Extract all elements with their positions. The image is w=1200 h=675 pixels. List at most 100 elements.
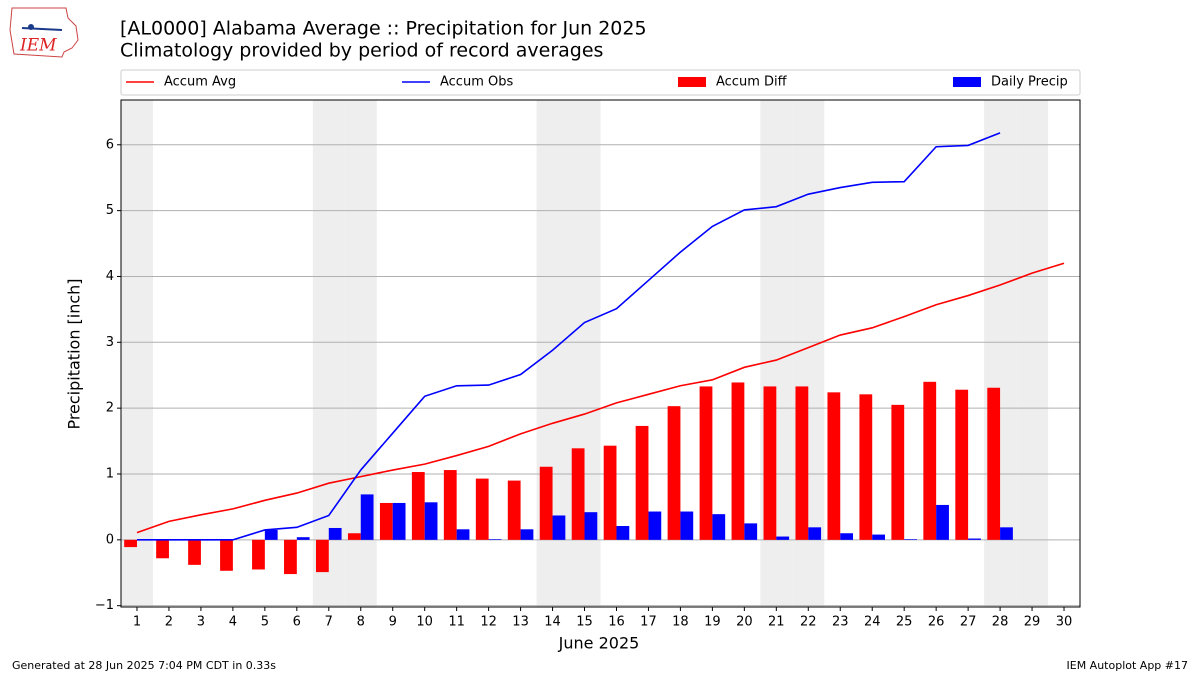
bar (936, 504, 949, 540)
logo: IEM (9, 7, 79, 58)
bar (635, 425, 649, 540)
bar (264, 529, 278, 540)
x-tick-label: 24 (864, 615, 881, 630)
bar (872, 534, 886, 540)
footer-right: IEM Autoplot App #17 (1067, 659, 1189, 672)
bar (827, 392, 841, 540)
bar (220, 539, 233, 571)
bar (699, 386, 713, 540)
bar (840, 533, 854, 540)
y-tick-label: −1 (95, 598, 114, 613)
bar (584, 512, 598, 540)
y-axis-label: Precipitation [inch] (65, 278, 84, 429)
bar (776, 536, 790, 540)
bar (379, 502, 393, 540)
bar (392, 502, 406, 540)
bar (680, 511, 694, 540)
plot-frame (120, 99, 1081, 608)
legend-swatch (953, 77, 981, 87)
weekend-shade (121, 100, 153, 607)
x-tick-label: 20 (736, 615, 753, 630)
x-tick-label: 19 (704, 615, 721, 630)
legend-label: Daily Precip (991, 75, 1068, 90)
x-tick-label: 10 (416, 615, 433, 630)
bar (507, 480, 521, 540)
bar (955, 389, 969, 540)
bar (731, 382, 745, 540)
x-tick-label: 14 (544, 615, 561, 630)
x-tick-label: 5 (261, 615, 269, 630)
y-tick-label: 2 (106, 401, 114, 416)
bar (667, 406, 681, 540)
bar (456, 529, 470, 540)
bar (328, 527, 342, 540)
legend-label: Accum Avg (164, 75, 236, 90)
bar (571, 448, 585, 540)
x-tick-label: 22 (800, 615, 817, 630)
bar (904, 539, 917, 540)
x-tick-label: 25 (896, 615, 913, 630)
bar (552, 515, 566, 540)
bar (648, 511, 662, 540)
x-tick-label: 8 (357, 615, 365, 630)
y-tick-label: 3 (106, 335, 114, 350)
x-tick-label: 29 (1024, 615, 1041, 630)
x-axis-label: June 2025 (558, 634, 640, 653)
x-tick-label: 26 (928, 615, 945, 630)
bar (360, 494, 374, 540)
x-tick-label: 2 (165, 615, 173, 630)
x-tick-label: 16 (608, 615, 625, 630)
x-tick-label: 21 (768, 615, 785, 630)
bar (744, 523, 758, 540)
bar (712, 514, 726, 540)
bar (252, 539, 265, 570)
x-tick-label: 17 (640, 615, 657, 630)
x-tick-label: 18 (672, 615, 689, 630)
bar (315, 539, 329, 573)
x-tick-label: 1 (133, 615, 141, 630)
bar (284, 539, 297, 575)
weekend-shade (1016, 100, 1049, 607)
x-tick-label: 30 (1056, 615, 1073, 630)
legend-label: Accum Obs (440, 75, 513, 90)
bar (296, 537, 310, 540)
bar (424, 502, 438, 540)
bar (411, 472, 425, 540)
bar (603, 445, 617, 540)
bar (859, 394, 873, 540)
legend-swatch (678, 77, 706, 87)
y-tick-label: 6 (106, 137, 114, 152)
x-tick-label: 3 (197, 615, 205, 630)
y-tick-label: 0 (106, 532, 114, 547)
bar (443, 470, 457, 540)
bar (475, 478, 489, 540)
x-tick-label: 9 (389, 615, 397, 630)
y-tick-label: 5 (106, 203, 114, 218)
logo-text: IEM (19, 36, 57, 56)
bar (188, 539, 201, 565)
x-tick-label: 4 (229, 615, 237, 630)
logo-outline (9, 7, 79, 58)
x-tick-label: 23 (832, 615, 849, 630)
bar (808, 527, 822, 540)
weekend-shade (312, 100, 345, 607)
bar (1000, 527, 1013, 540)
line (136, 132, 1001, 541)
bar (347, 533, 361, 540)
bar (616, 526, 630, 540)
footer-left: Generated at 28 Jun 2025 7:04 PM CDT in … (12, 659, 276, 672)
bar (124, 539, 137, 548)
x-tick-label: 27 (960, 615, 977, 630)
legend-label: Accum Diff (716, 75, 788, 90)
bar (987, 387, 1001, 540)
bar (539, 466, 553, 540)
chart-subtitle: Climatology provided by period of record… (120, 40, 603, 62)
x-tick-label: 13 (512, 615, 529, 630)
x-tick-label: 7 (325, 615, 333, 630)
x-tick-label: 11 (448, 615, 465, 630)
bar (891, 404, 905, 540)
y-tick-label: 1 (106, 466, 114, 481)
x-tick-label: 12 (480, 615, 497, 630)
bar (763, 386, 777, 540)
